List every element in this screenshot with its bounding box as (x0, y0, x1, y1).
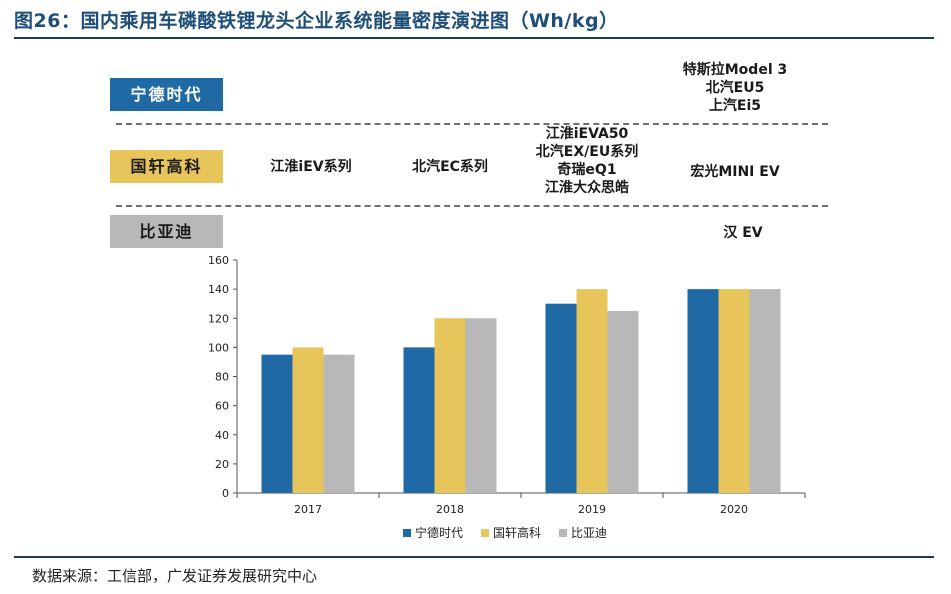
model-label: 汉 EV (723, 225, 763, 241)
bar-2019-2 (607, 310, 639, 493)
model-label: 上汽Ei5 (708, 98, 762, 114)
gotion-2018-models: 北汽EC系列 (375, 158, 525, 176)
model-label: 奇瑞eQ1 (557, 162, 617, 178)
model-label: 北汽EX/EU系列 (535, 144, 639, 160)
legend-swatch-1 (481, 529, 489, 537)
x-tick-label: 2020 (720, 503, 748, 516)
gotion-2017-models: 江淮iEV系列 (236, 158, 386, 176)
bar-2018-1 (434, 318, 466, 493)
legend-swatch-0 (403, 529, 411, 537)
model-label: 江淮大众思皓 (545, 180, 629, 196)
bar-2017-1 (292, 347, 324, 493)
row-divider-1 (116, 123, 828, 125)
company-label-byd: 比亚迪 (110, 215, 223, 248)
legend-label-0: 宁德时代 (415, 525, 463, 540)
model-label: 特斯拉Model 3 (682, 62, 788, 78)
model-label: 宏光MINI EV (690, 164, 780, 180)
legend-label-1: 国轩高科 (493, 525, 541, 540)
gotion-2020-models: 宏光MINI EV (660, 163, 810, 181)
company-label-catl: 宁德时代 (110, 78, 223, 111)
company-label-gotion: 国轩高科 (110, 150, 223, 183)
bar-2017-0 (261, 354, 293, 493)
bar-2020-0 (687, 289, 719, 493)
bar-2018-0 (403, 347, 435, 493)
top-rule (14, 37, 934, 39)
bar-2020-1 (718, 289, 750, 493)
bar-2018-2 (465, 318, 497, 493)
legend-swatch-2 (559, 529, 567, 537)
bar-2019-0 (545, 303, 577, 493)
bar-2020-2 (749, 289, 781, 493)
model-label: 江淮iEV系列 (270, 159, 352, 175)
y-tick-label: 160 (208, 254, 229, 267)
bar-2019-1 (576, 289, 608, 493)
y-tick-label: 120 (208, 312, 229, 325)
model-label: 北汽EC系列 (412, 159, 488, 175)
figure-title: 图26：国内乘用车磷酸铁锂龙头企业系统能量密度演进图（Wh/kg） (14, 10, 619, 32)
byd-2020-models: 汉 EV (668, 224, 818, 242)
y-tick-label: 20 (215, 458, 229, 471)
source-note: 数据来源：工信部，广发证券发展研究中心 (32, 567, 318, 585)
x-tick-label: 2018 (436, 503, 464, 516)
y-tick-label: 80 (215, 371, 229, 384)
y-tick-label: 140 (208, 283, 229, 296)
y-tick-label: 40 (215, 429, 229, 442)
bottom-rule (14, 556, 934, 558)
x-tick-label: 2017 (294, 503, 322, 516)
y-tick-label: 100 (208, 341, 229, 354)
model-label: 江淮iEVA50 (545, 126, 629, 142)
legend-label-2: 比亚迪 (571, 526, 607, 540)
model-label: 北汽EU5 (705, 80, 765, 96)
bar-2017-2 (323, 354, 355, 493)
catl-2020-models: 特斯拉Model 3 北汽EU5 上汽Ei5 (660, 61, 810, 115)
y-tick-label: 60 (215, 400, 229, 413)
y-tick-label: 0 (222, 487, 229, 500)
x-tick-label: 2019 (578, 503, 606, 516)
row-divider-2 (116, 205, 828, 207)
gotion-2019-models: 江淮iEVA50 北汽EX/EU系列 奇瑞eQ1 江淮大众思皓 (512, 125, 662, 197)
